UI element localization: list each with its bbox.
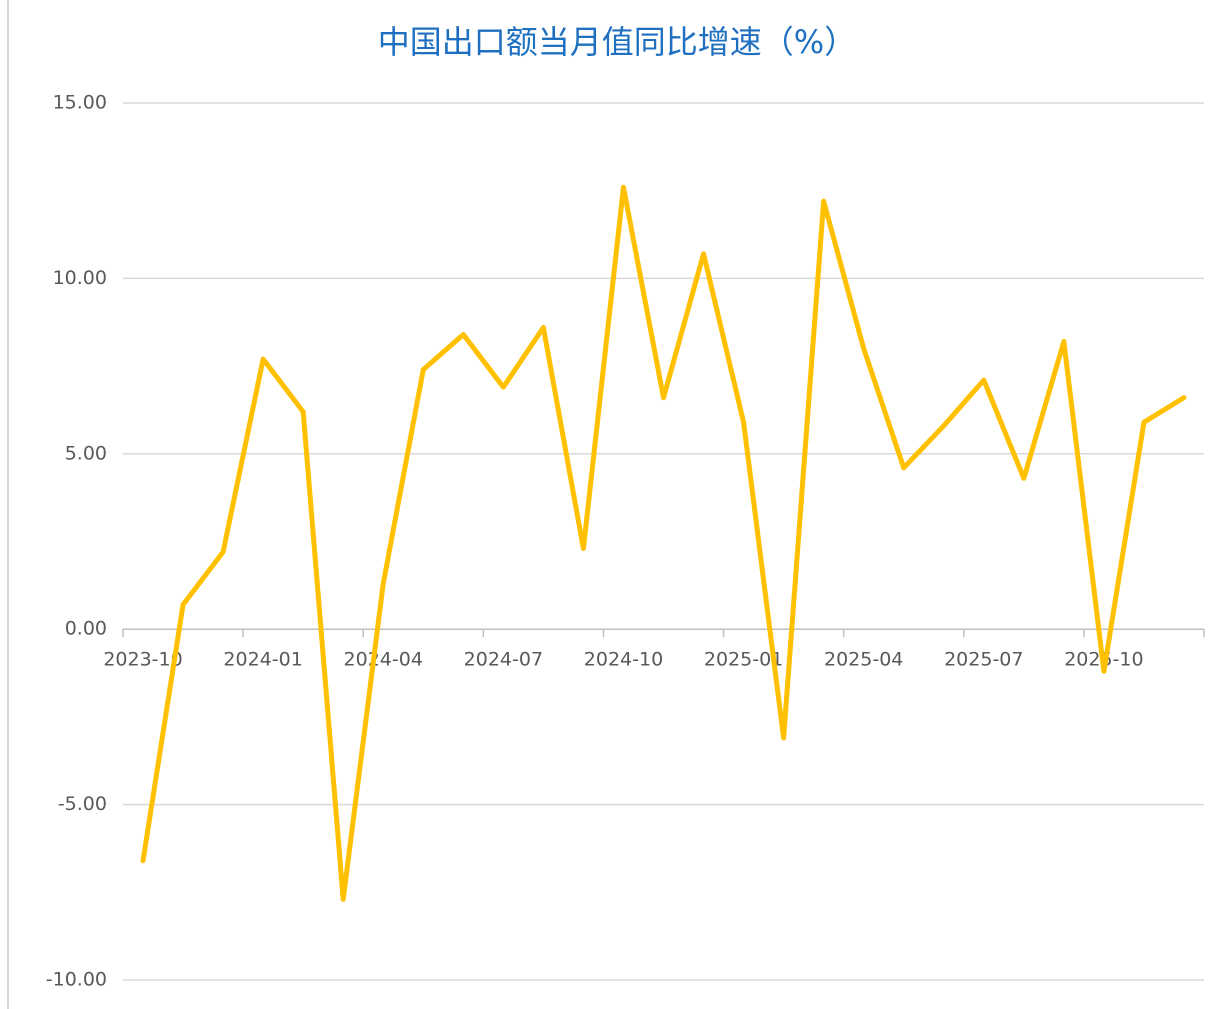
- x-tick-label: 2024-01: [223, 649, 302, 671]
- y-tick-label: -5.00: [58, 793, 107, 815]
- y-tick-label: 5.00: [65, 442, 107, 464]
- x-tick-label: 2025-04: [824, 649, 903, 671]
- x-tick-label: 2024-07: [464, 649, 543, 671]
- x-tick-label: 2024-10: [584, 649, 663, 671]
- data-line: [140, 184, 1187, 902]
- y-tick-label: 10.00: [53, 267, 107, 289]
- x-tick-label: 2023-10: [103, 649, 182, 671]
- y-tick-label: -10.00: [46, 969, 107, 991]
- y-tick-label: 0.00: [65, 618, 107, 640]
- x-tick-label: 2025-07: [944, 649, 1023, 671]
- y-tick-label: 15.00: [53, 92, 107, 114]
- chart-title: 中国出口额当月值同比增速（%）: [378, 23, 856, 61]
- x-tick-label: 2025-01: [704, 649, 783, 671]
- x-tick-label: 2024-04: [344, 649, 423, 671]
